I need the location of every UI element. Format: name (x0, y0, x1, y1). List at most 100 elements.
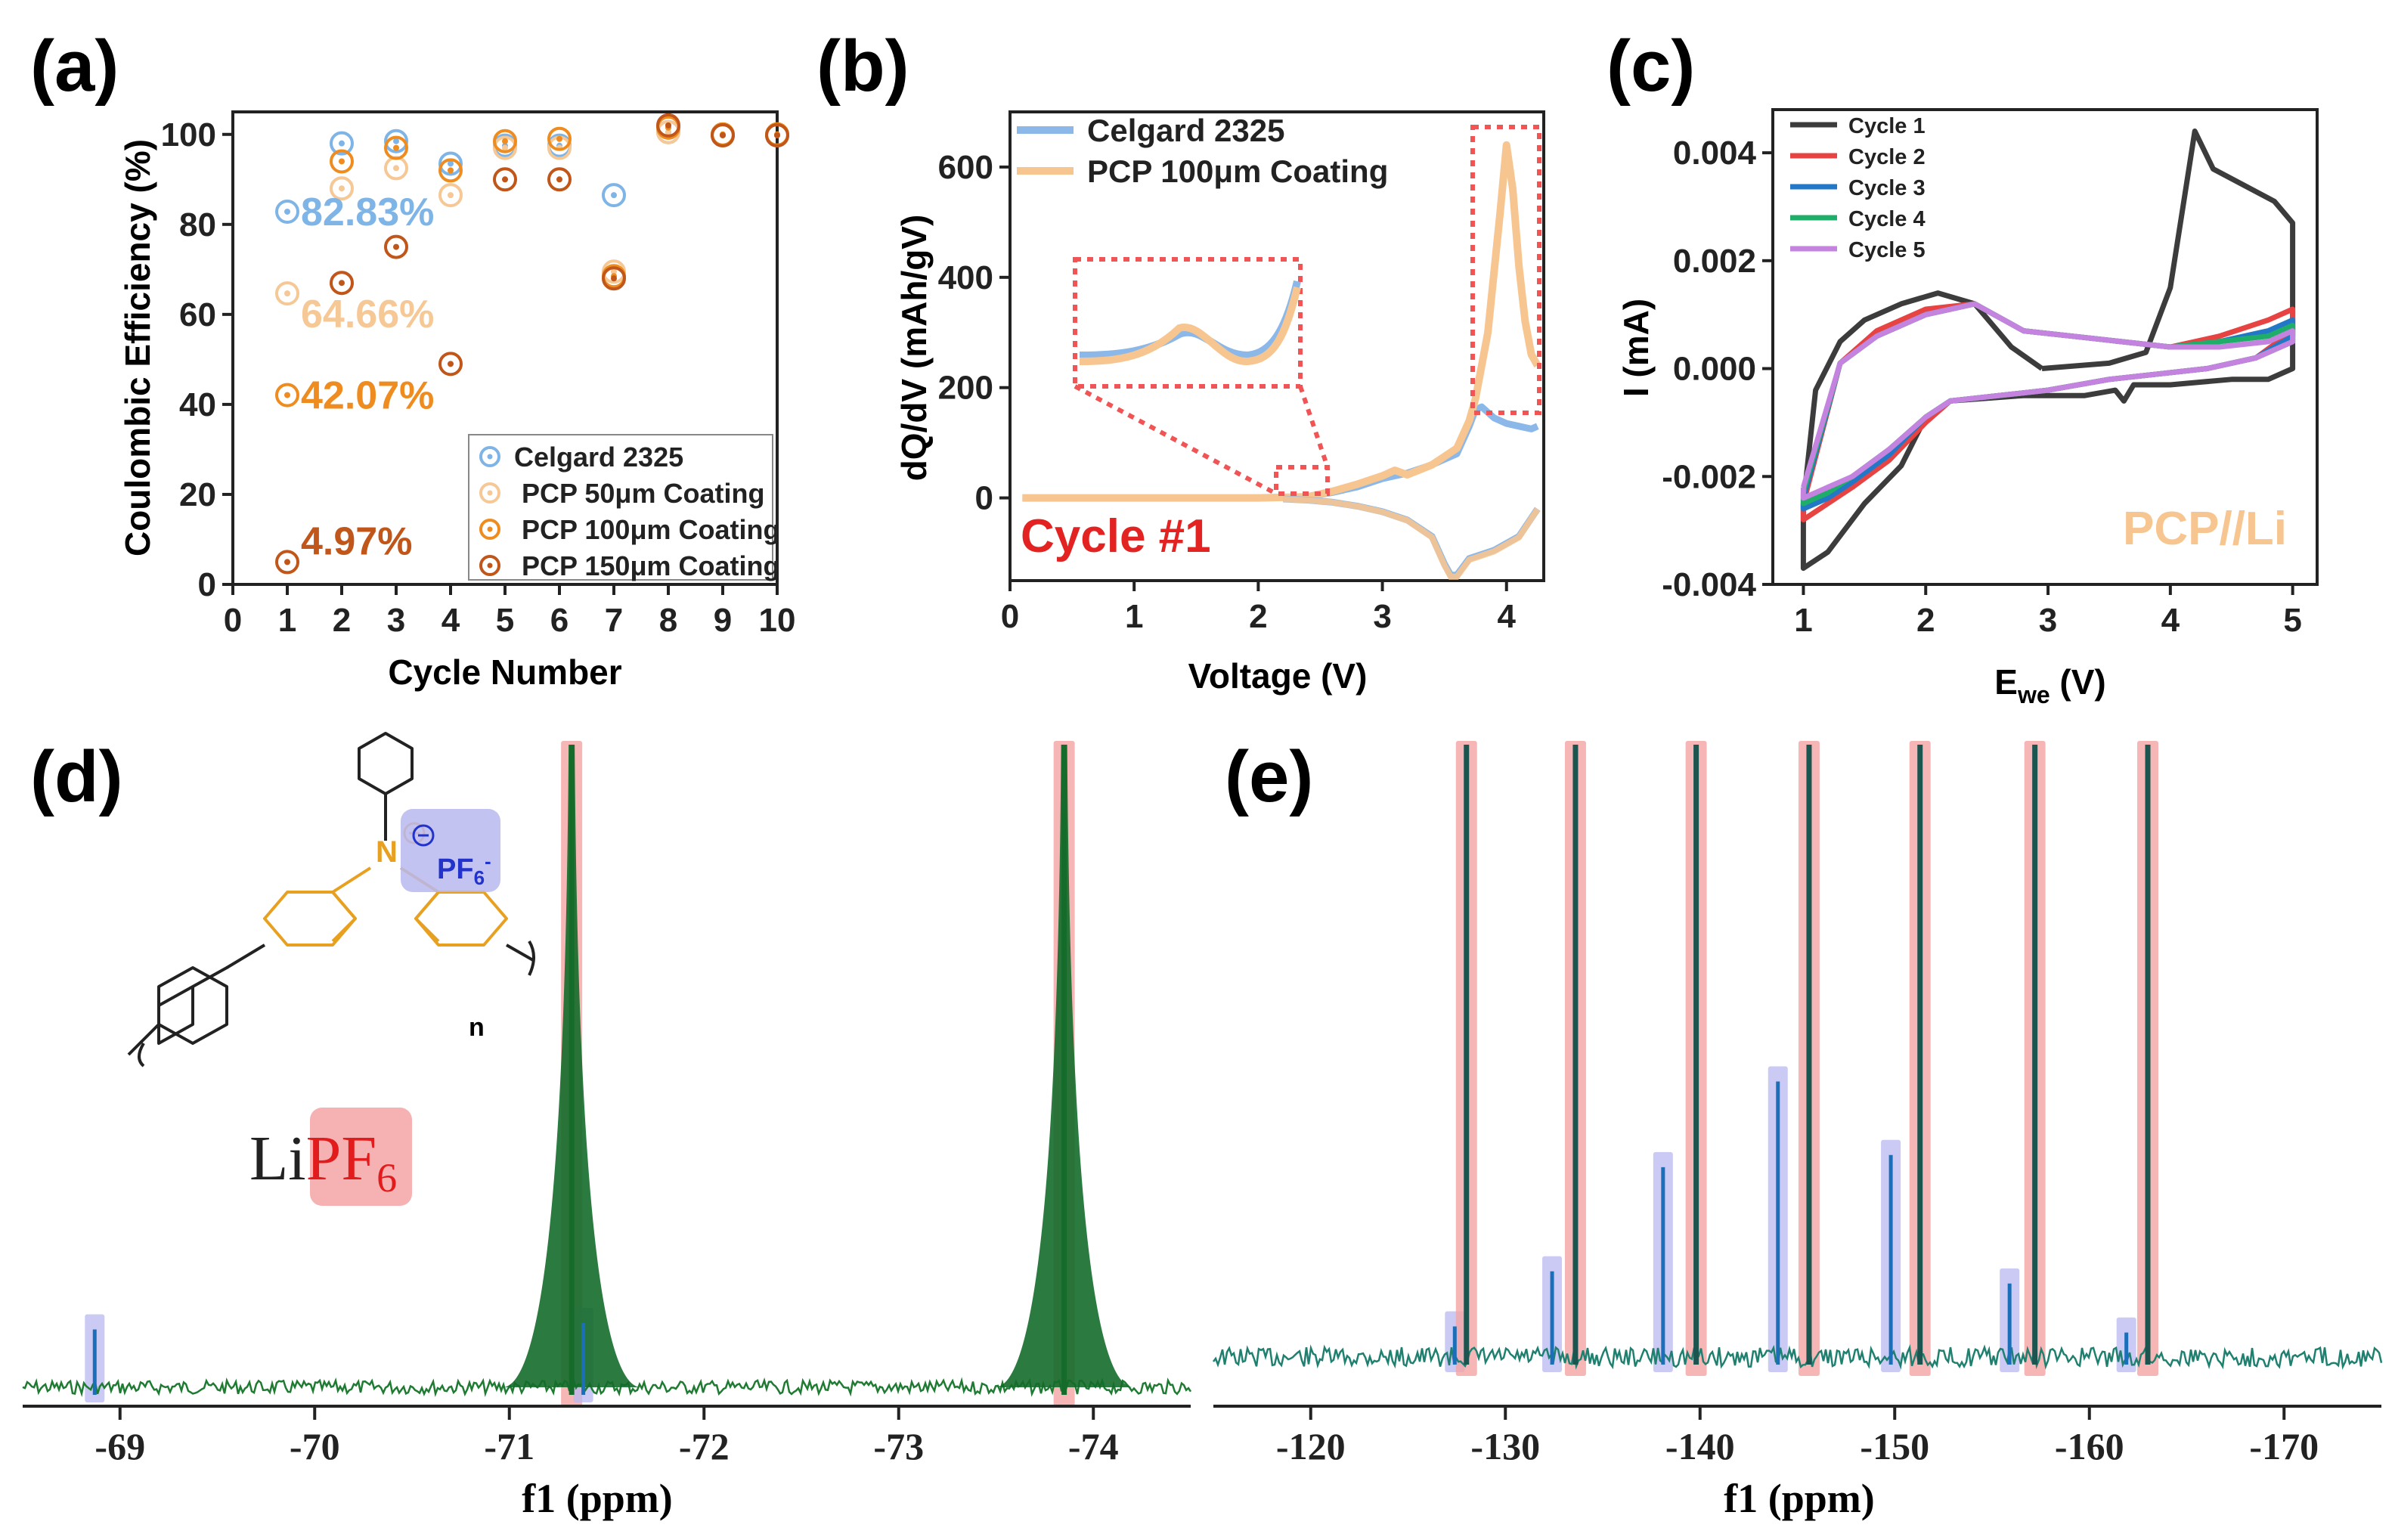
data-point-center-a (611, 275, 617, 282)
data-point-a (330, 271, 354, 296)
x-tick-label-b: 4 (1498, 598, 1517, 635)
data-point-a (493, 135, 517, 160)
annotation-a: 82.83% (301, 191, 434, 234)
data-point-a (765, 122, 789, 147)
x-tick-label-b: 0 (1001, 598, 1019, 635)
plot-frame-c (1771, 108, 2319, 586)
y-tick-label-c: -0.004 (1662, 566, 1756, 603)
y-tick-label-b: 0 (975, 480, 993, 517)
zoom-insets-b (1073, 125, 1541, 496)
x-tick-label-c: 4 (2161, 602, 2180, 639)
data-point-a (384, 129, 408, 153)
legend-marker-center-a (487, 454, 493, 460)
x-tick-label-nmr: -71 (484, 1425, 534, 1467)
lipf6-label: LiPF6 (249, 1123, 397, 1201)
data-point-a (330, 149, 354, 174)
data-point-center-a (611, 192, 617, 199)
y-tick-label-c: 0.004 (1673, 135, 1757, 172)
x-tick-label-a: 4 (442, 602, 460, 639)
data-point-a (547, 126, 572, 151)
x-tick-label-nmr: -73 (873, 1425, 924, 1467)
series-line-b (1022, 141, 1541, 502)
y-axis-label-c: I (mA) (1616, 299, 1656, 397)
data-point-a (656, 113, 680, 138)
y-tick-label-a: 20 (179, 476, 216, 513)
cathodic-line-pcp (1283, 496, 1541, 580)
y-tick-label-c: -0.002 (1662, 458, 1756, 495)
data-point-a (438, 183, 463, 208)
data-point-center-a (448, 361, 454, 367)
y-tick-label-a: 0 (198, 566, 216, 603)
x-axis-label-c: Ewe (V) (1994, 662, 2105, 708)
data-point-center-a (665, 129, 671, 135)
x-tick-label-a: 3 (387, 602, 405, 639)
legend-marker-center-a (487, 526, 493, 532)
plot-frame-b (1009, 110, 1545, 582)
x-tick-label-c: 3 (2039, 602, 2057, 639)
y-tick-label-b: 600 (938, 149, 993, 186)
data-point-center-a (502, 138, 508, 144)
x-tick-label-b: 3 (1373, 598, 1391, 635)
data-point-center-a (339, 158, 345, 165)
inset-line-pcp (1079, 286, 1301, 365)
x-tick-label-c: 1 (1794, 602, 1812, 639)
data-point-center-a (448, 192, 454, 199)
spectrum-baseline (1213, 1343, 2383, 1370)
data-point-center-a (556, 176, 562, 183)
data-point-center-a (393, 243, 399, 250)
data-point-a (275, 383, 299, 407)
data-point-center-a (502, 144, 508, 151)
cycle-annotation: Cycle #1 (1021, 510, 1211, 562)
x-tick-label-a: 0 (224, 602, 242, 639)
repeat-unit-n: n (469, 1013, 485, 1042)
data-point-center-a (339, 140, 345, 147)
series-line-c (1800, 301, 2296, 501)
legend-c: Cycle 1 Cycle 2 Cycle 3 Cycle 4 Cycle 5 (1790, 114, 1926, 262)
data-point-a (438, 151, 463, 176)
legend-label-a: PCP 150μm Coating (522, 550, 779, 581)
annotation-a: 42.07% (301, 374, 434, 418)
data-point-a (547, 167, 572, 192)
counter-ion-label: PF6- (437, 850, 491, 889)
y-tick-label-a: 40 (179, 386, 216, 423)
y-axis-label-a: Coulombic Efficiency (%) (118, 139, 157, 556)
legend-marker-center-a (487, 490, 493, 496)
x-tick-label-nmr: -74 (1068, 1425, 1119, 1467)
x-tick-label-a: 8 (659, 602, 677, 639)
x-axis-label-b: Voltage (V) (1188, 656, 1368, 696)
data-point-center-a (720, 132, 726, 138)
lipf6-highlight (310, 1108, 412, 1206)
panel-label-b: (b) (816, 26, 909, 107)
y-tick-label-c: 0.000 (1673, 351, 1756, 388)
negative-charge-icon (412, 824, 435, 847)
panel-label-e: (e) (1225, 736, 1313, 817)
x-tick-label-nmr: -70 (290, 1425, 340, 1467)
legend-label-b: PCP 100μm Coating (1087, 153, 1388, 189)
data-point-center-a (339, 185, 345, 192)
zoom-connector (1298, 386, 1330, 468)
data-point-center-a (393, 165, 399, 172)
x-tick-label-a: 10 (759, 602, 796, 639)
data-point-a (438, 158, 463, 183)
data-point-a (493, 167, 517, 192)
data-point-center-a (611, 268, 617, 275)
panel-e-nmr: -120 -130 -140 -150 -160 -170 f1 (ppm) (1213, 741, 2383, 1521)
data-point-a (275, 199, 299, 224)
data-point-center-a (774, 132, 780, 138)
legend-marker-a (479, 519, 500, 540)
panel-d-nmr: -69 -70 -71 -72 -73 -74 f1 (ppm) N n PF6- (22, 732, 1192, 1521)
legend-a: Celgard 2325 PCP 50μm Coating PCP 100μm Co… (468, 434, 779, 581)
data-point-center-a (284, 208, 290, 215)
legend-label-a: PCP 50μm Coating (522, 478, 764, 509)
panel-label-c: (c) (1606, 26, 1695, 107)
data-point-a (602, 266, 626, 291)
counter-ion-highlight (401, 809, 500, 892)
data-point-a (275, 281, 299, 306)
inset-line-celgard (1079, 280, 1301, 360)
panel-b-dqdv: 0 1 2 3 4 0 200 400 600 Celgard 2325 PCP 100μm Co… (894, 110, 1545, 696)
pcp-structure: N n PF6- LiPF6 (127, 732, 535, 1206)
x-tick-label-nmr: -140 (1665, 1425, 1735, 1467)
x-tick-label-c: 5 (2283, 602, 2301, 639)
legend-label-c: Cycle 3 (1848, 176, 1926, 200)
data-point-a (330, 176, 354, 201)
